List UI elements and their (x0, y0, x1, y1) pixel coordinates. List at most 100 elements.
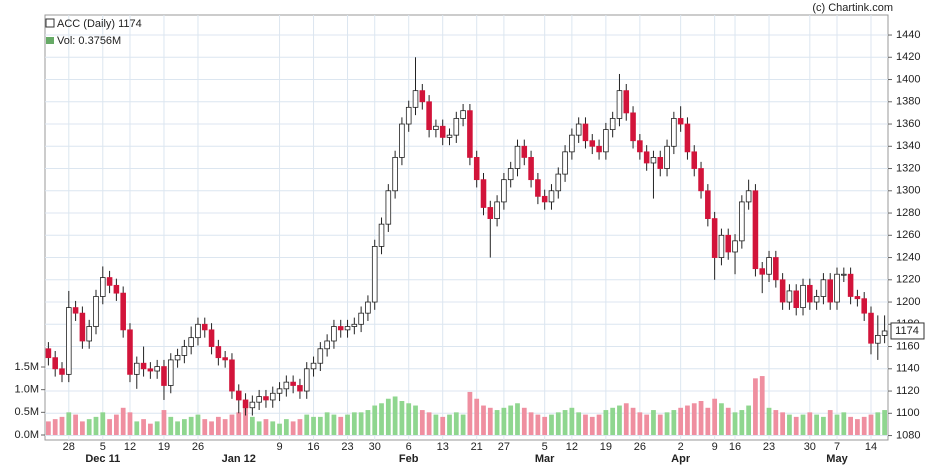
y-tick-label: 1360 (896, 118, 920, 130)
volume-bar (419, 410, 425, 435)
candle-body (215, 346, 222, 359)
volume-bar (426, 412, 432, 435)
candle-body (555, 173, 562, 192)
candle-body (120, 292, 126, 331)
volume-bar (141, 419, 146, 435)
volume-bar (453, 412, 459, 435)
volume-bar (440, 416, 446, 435)
last-price-box (890, 322, 925, 340)
candle-body (664, 145, 670, 169)
x-tick-label: 26 (192, 441, 204, 453)
volume-bar (249, 416, 255, 435)
candle-body (501, 179, 507, 203)
candle-body (331, 326, 337, 342)
candle-body (541, 195, 548, 203)
volume-bar (59, 416, 65, 435)
x-tick-label: 23 (763, 441, 775, 453)
candle-body (222, 357, 228, 361)
candle-body (800, 284, 806, 309)
volume-bar (93, 416, 99, 435)
candle-body (419, 90, 426, 103)
candle-body (174, 355, 181, 361)
volume-bar (406, 403, 412, 435)
candle-body (127, 329, 133, 375)
volume-bar (379, 403, 384, 435)
volume-bar (630, 407, 636, 435)
candle-body (256, 396, 262, 403)
candle-body (834, 273, 840, 303)
candle-body (249, 401, 256, 409)
volume-bar (215, 416, 221, 435)
candle-body (854, 296, 861, 300)
volume-bar (712, 398, 718, 435)
candle-body (460, 110, 466, 119)
candle-body (433, 125, 439, 130)
volume-bar (617, 405, 622, 435)
volume-bar (86, 419, 92, 435)
candle-body (140, 362, 147, 370)
volume-bar (304, 414, 310, 435)
volume-bar (623, 403, 629, 435)
volume-bar (535, 414, 541, 435)
candle-body (609, 118, 616, 130)
y-tick-label: 1340 (896, 140, 920, 152)
volume-bar (766, 407, 772, 435)
volume-bar (120, 407, 126, 435)
candle-body (106, 277, 113, 286)
volume-bar (358, 412, 364, 435)
volume-bar (793, 416, 799, 435)
candle-body (147, 368, 154, 372)
candle-body (711, 218, 718, 258)
volume-bar (324, 412, 330, 435)
volume-bar (311, 416, 316, 435)
candle-body (229, 359, 235, 392)
candle-body (59, 368, 65, 375)
candle-body (827, 279, 833, 303)
x-tick-label: 13 (437, 441, 449, 453)
y-tick-label: 1220 (896, 274, 920, 286)
volume-bar (807, 412, 813, 435)
volume-bar (787, 414, 792, 435)
volume-bar (583, 414, 588, 435)
volume-bar (338, 416, 344, 435)
volume-bar (100, 412, 106, 435)
candle-body (807, 284, 813, 303)
volume-bar (243, 407, 248, 435)
candle-body (167, 359, 174, 386)
volume-bar (413, 405, 418, 435)
volume-bar (671, 410, 677, 435)
candle-body (208, 329, 215, 347)
volume-bar (542, 416, 548, 435)
volume-bar (80, 421, 85, 435)
volume-bar (501, 407, 507, 435)
volume-bar (746, 405, 752, 435)
volume-bar (154, 421, 160, 435)
volume-bar (678, 407, 684, 435)
candle-body (365, 301, 371, 314)
volume-bar (52, 419, 58, 435)
candle-body (392, 157, 398, 192)
x-tick-label: 6 (406, 441, 412, 453)
volume-bar (732, 412, 738, 435)
volume-bar (773, 410, 779, 435)
volume-label: Vol: 0.3756M (57, 35, 121, 47)
volume-bar (521, 407, 527, 435)
volume-bar (555, 412, 561, 435)
candle-body (752, 190, 759, 270)
y-tick-label: 1420 (896, 51, 920, 63)
candle-body (290, 381, 296, 386)
candle-body (446, 134, 453, 138)
volume-bar (753, 378, 758, 435)
volume-bar (181, 419, 187, 435)
candle-body (813, 296, 820, 303)
candle-body (671, 118, 677, 147)
x-tick-label: 19 (158, 441, 170, 453)
candle-body (535, 179, 541, 197)
x-tick-label: 2 (678, 441, 684, 453)
volume-bar (780, 412, 786, 435)
volume-bar (277, 423, 282, 435)
candle-body (868, 312, 874, 344)
y-tick-label: 1200 (896, 296, 920, 308)
volume-bar (855, 419, 860, 435)
volume-bar (188, 416, 194, 435)
